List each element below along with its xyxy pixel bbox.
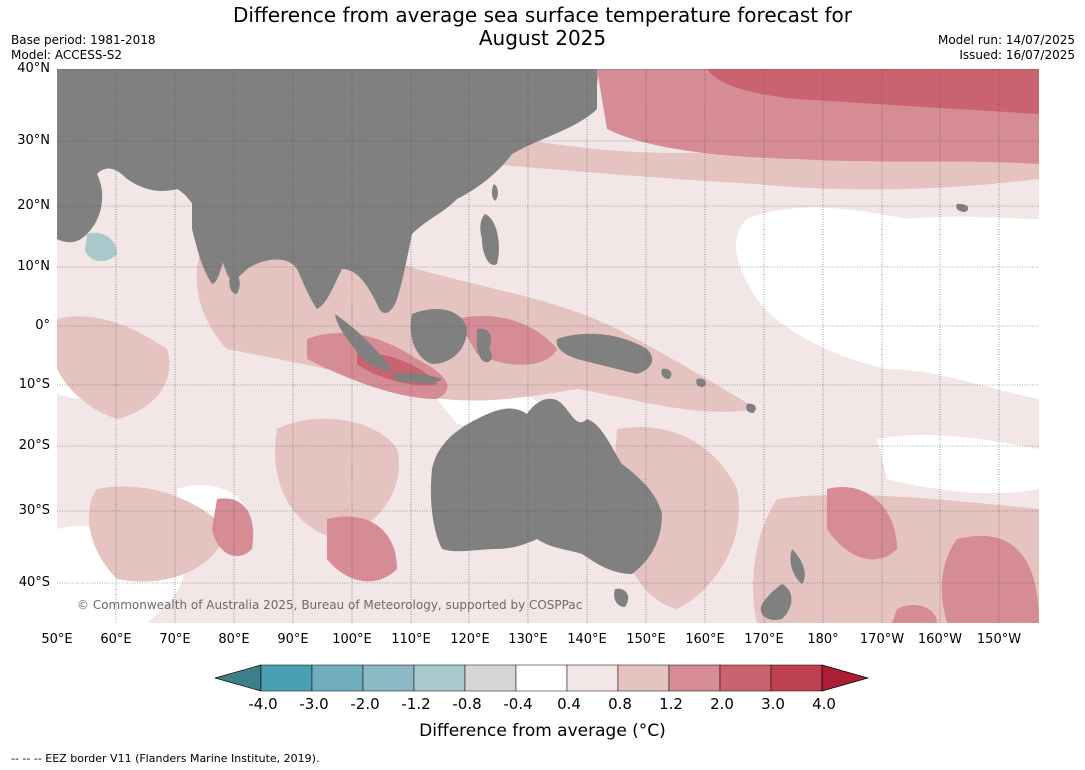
lat-label: 30°N bbox=[17, 133, 50, 148]
meta-right: Model run: 14/07/2025 Issued: 16/07/2025 bbox=[938, 33, 1075, 63]
colorbar-cell bbox=[719, 664, 772, 692]
colorbar-tick-label: 0.8 bbox=[608, 695, 632, 713]
lat-label: 0° bbox=[35, 318, 50, 333]
colorbar bbox=[215, 664, 870, 692]
lon-label: 100°E bbox=[332, 632, 372, 647]
land bbox=[57, 69, 969, 620]
lon-label: 170°W bbox=[859, 632, 905, 647]
colorbar-tick-label: 0.4 bbox=[557, 695, 581, 713]
lat-label: 40°N bbox=[17, 61, 50, 76]
lat-label: 20°S bbox=[18, 438, 50, 453]
lon-label: 120°E bbox=[450, 632, 490, 647]
colorbar-tick-label: -3.0 bbox=[299, 695, 329, 713]
lon-label: 150°W bbox=[976, 632, 1022, 647]
colorbar-tick-label: -0.8 bbox=[452, 695, 482, 713]
sst-anomaly-map bbox=[57, 69, 1039, 623]
lat-label: 20°N bbox=[17, 198, 50, 213]
lon-label: 160°E bbox=[685, 632, 725, 647]
lon-label: 90°E bbox=[277, 632, 309, 647]
issued-date: Issued: 16/07/2025 bbox=[959, 48, 1075, 62]
colorbar-extend-low bbox=[215, 664, 262, 692]
graticule bbox=[57, 69, 1039, 623]
colorbar-tick-label: 4.0 bbox=[812, 695, 836, 713]
eez-footnote: -- -- -- EEZ border V11 (Flanders Marine… bbox=[11, 752, 320, 765]
lon-label: 160°W bbox=[917, 632, 963, 647]
colorbar-tick-label: -0.4 bbox=[503, 695, 533, 713]
lon-label: 140°E bbox=[567, 632, 607, 647]
lon-label: 60°E bbox=[100, 632, 132, 647]
lon-label: 70°E bbox=[159, 632, 191, 647]
colorbar-tick-label: -4.0 bbox=[248, 695, 278, 713]
colorbar-tick-label: 1.2 bbox=[659, 695, 683, 713]
anomaly-1-2-to-2-0 bbox=[212, 69, 1039, 623]
model-run-date: Model run: 14/07/2025 bbox=[937, 33, 1075, 47]
base-period: Base period: 1981-2018 bbox=[11, 33, 156, 47]
lat-label: 30°S bbox=[18, 503, 50, 518]
model-name: Model: ACCESS-S2 bbox=[11, 48, 123, 62]
map-title: Difference from average sea surface temp… bbox=[0, 4, 1085, 50]
title-line-1: Difference from average sea surface temp… bbox=[232, 3, 852, 27]
lon-label: 150°E bbox=[626, 632, 666, 647]
colorbar-cell bbox=[617, 664, 670, 692]
colorbar-tick-label: -1.2 bbox=[401, 695, 431, 713]
colorbar-cell bbox=[464, 664, 517, 692]
colorbar-cell bbox=[362, 664, 415, 692]
lat-label: 40°S bbox=[18, 575, 50, 590]
lon-label: 170°E bbox=[744, 632, 784, 647]
meta-left: Base period: 1981-2018 Model: ACCESS-S2 bbox=[11, 33, 156, 63]
lon-label: 80°E bbox=[218, 632, 250, 647]
copyright-notice: © Commonwealth of Australia 2025, Bureau… bbox=[77, 598, 583, 612]
lon-label: 50°E bbox=[41, 632, 73, 647]
colorbar-cell bbox=[566, 664, 619, 692]
colorbar-tick-label: 3.0 bbox=[761, 695, 785, 713]
colorbar-cell bbox=[668, 664, 721, 692]
colorbar-cell bbox=[260, 664, 313, 692]
colorbar-tick-label: -2.0 bbox=[350, 695, 380, 713]
lon-label: 180° bbox=[807, 632, 839, 647]
colorbar-cell bbox=[770, 664, 823, 692]
lon-label: 110°E bbox=[391, 632, 431, 647]
colorbar-title: Difference from average (°C) bbox=[419, 721, 666, 741]
lon-label: 130°E bbox=[508, 632, 548, 647]
colorbar-cell bbox=[413, 664, 466, 692]
lat-label: 10°N bbox=[17, 259, 50, 274]
colorbar-extend-high bbox=[821, 664, 870, 692]
colorbar-cell bbox=[311, 664, 364, 692]
lat-label: 10°S bbox=[18, 377, 50, 392]
colorbar-tick-label: 2.0 bbox=[710, 695, 734, 713]
colorbar-cell bbox=[515, 664, 568, 692]
title-line-2: August 2025 bbox=[478, 26, 607, 50]
anomaly-below-average bbox=[85, 232, 117, 262]
